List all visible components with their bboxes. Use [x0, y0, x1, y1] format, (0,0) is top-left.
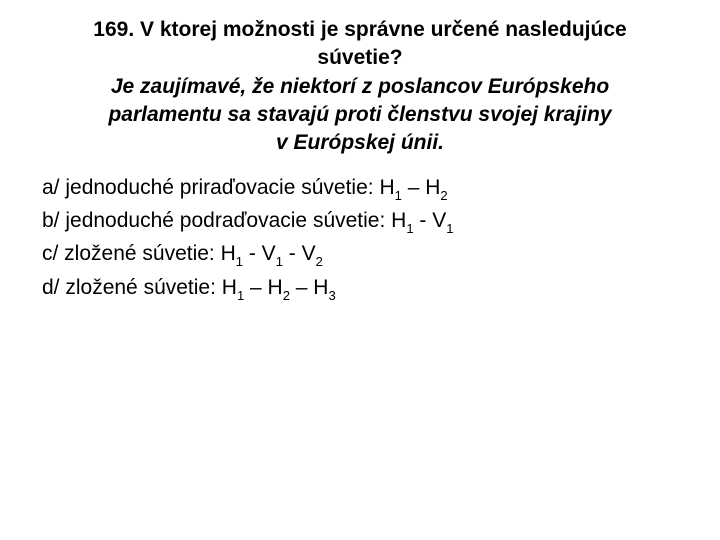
option-d-sub2: 2 [283, 288, 290, 303]
option-d-sub3: 3 [328, 288, 335, 303]
question-title-line2: súvetie? [317, 46, 402, 69]
option-a-mid1: – H [402, 176, 441, 199]
sentence-line3: v Európskej únii. [276, 131, 444, 154]
option-d-prefix: d/ zložené súvetie: H [42, 276, 237, 299]
question-number: 169. [93, 18, 134, 41]
sentence-line2: parlamentu sa stavajú proti členstvu svo… [108, 103, 611, 126]
option-a-sub2: 2 [440, 188, 447, 203]
option-d-mid1: – H [244, 276, 283, 299]
option-a-sub1: 1 [395, 188, 402, 203]
option-c-sub1: 1 [236, 254, 243, 269]
option-a: a/ jednoduché priraďovacie súvetie: H1 –… [42, 172, 680, 205]
option-c-sub2: 1 [276, 254, 283, 269]
option-d-mid2: – H [290, 276, 329, 299]
option-c: c/ zložené súvetie: H1 - V1 - V2 [42, 238, 680, 271]
options-block: a/ jednoduché priraďovacie súvetie: H1 –… [40, 172, 680, 305]
option-b: b/ jednoduché podraďovacie súvetie: H1 -… [42, 205, 680, 238]
question-sentence: Je zaujímavé, že niektorí z poslancov Eu… [40, 73, 680, 158]
option-d: d/ zložené súvetie: H1 – H2 – H3 [42, 272, 680, 305]
option-b-prefix: b/ jednoduché podraďovacie súvetie: H [42, 209, 406, 232]
question-title-line1: V ktorej možnosti je správne určené nasl… [140, 18, 627, 41]
option-c-sub3: 2 [316, 254, 323, 269]
option-a-prefix: a/ jednoduché priraďovacie súvetie: H [42, 176, 395, 199]
option-c-mid2: - V [283, 242, 316, 265]
question-block: 169. V ktorej možnosti je správne určené… [40, 16, 680, 158]
option-c-prefix: c/ zložené súvetie: H [42, 242, 236, 265]
question-title: 169. V ktorej možnosti je správne určené… [40, 16, 680, 73]
option-c-mid1: - V [243, 242, 276, 265]
option-b-sub2: 1 [446, 221, 453, 236]
slide-container: 169. V ktorej možnosti je správne určené… [0, 0, 720, 540]
option-b-sub1: 1 [406, 221, 413, 236]
option-b-mid1: - V [414, 209, 447, 232]
sentence-line1: Je zaujímavé, že niektorí z poslancov Eu… [111, 75, 609, 98]
option-d-sub1: 1 [237, 288, 244, 303]
